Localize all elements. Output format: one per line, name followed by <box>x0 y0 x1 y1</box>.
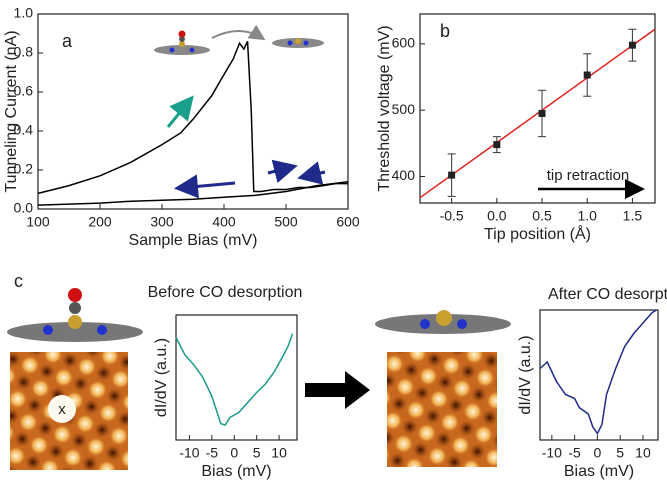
x-axis-label: Bias (mV) <box>201 463 271 480</box>
y-tick-label: 1.0 <box>14 5 34 21</box>
x-tick-label: 10 <box>271 445 287 461</box>
stm-hotspot <box>48 395 76 423</box>
data-point <box>448 171 456 179</box>
x-tick-label: 500 <box>274 214 298 230</box>
x-tick-label: 0 <box>230 445 238 461</box>
annotation: x <box>58 401 66 418</box>
annotation: tip retraction <box>547 167 630 184</box>
big-arrow <box>305 371 370 409</box>
x-tick-label: 5 <box>616 445 624 461</box>
y-tick-label: 500 <box>392 101 416 117</box>
x-axis-label: Tip position (Å) <box>484 224 591 243</box>
sweep-arrow <box>267 159 298 184</box>
x-tick-label: 1.0 <box>577 208 597 224</box>
transition-arrow <box>211 24 266 41</box>
data-point <box>628 41 636 49</box>
panel-label: b <box>440 21 450 41</box>
y-axis-label: Threshold voltage (mV) <box>376 25 393 191</box>
data-point <box>538 109 546 117</box>
y-tick-label: 0.6 <box>14 83 34 99</box>
y-tick-label: 0.4 <box>14 122 34 138</box>
data-line <box>175 333 294 426</box>
plot-frame <box>419 13 656 204</box>
molecule-with-co <box>154 30 210 55</box>
data-line <box>37 40 348 195</box>
x-tick-label: 1.5 <box>623 208 643 224</box>
x-tick-label: 600 <box>336 214 360 230</box>
data-line <box>37 180 349 206</box>
x-tick-label: -5 <box>568 445 581 461</box>
plot-frame <box>539 309 659 441</box>
stm-image <box>387 352 497 467</box>
x-tick-label: -5 <box>206 445 219 461</box>
y-tick-label: 600 <box>392 35 416 51</box>
x-tick-label: 0.0 <box>487 208 507 224</box>
x-tick-label: 200 <box>88 214 112 230</box>
molecule <box>375 310 511 334</box>
x-tick-label: 0.5 <box>532 208 552 224</box>
x-tick-label: 10 <box>635 445 651 461</box>
sweep-arrow <box>297 161 326 185</box>
y-axis-label: dI/dV (a.u.) <box>153 338 170 417</box>
sweep-arrow <box>166 95 194 128</box>
y-axis-label: Tunneling Current (nA) <box>3 30 20 192</box>
panel-label: c <box>14 271 23 291</box>
x-tick-label: 100 <box>26 214 50 230</box>
y-tick-label: 0.8 <box>14 44 34 60</box>
molecule <box>272 38 324 48</box>
x-tick-label: 5 <box>253 445 261 461</box>
data-line <box>539 309 658 435</box>
molecule-with-co <box>7 288 143 342</box>
x-tick-label: 300 <box>150 214 174 230</box>
x-tick-label: -0.5 <box>440 208 464 224</box>
fit-line <box>419 28 656 199</box>
panel-title: Before CO desorption <box>148 284 303 301</box>
sweep-arrow <box>174 174 236 199</box>
x-axis-label: Sample Bias (mV) <box>129 232 258 249</box>
x-tick-label: 400 <box>212 214 236 230</box>
x-axis-label: Bias (mV) <box>564 463 634 480</box>
x-tick-label: -10 <box>179 445 199 461</box>
y-tick-label: 0.0 <box>14 200 34 216</box>
y-tick-label: 0.2 <box>14 161 34 177</box>
data-point <box>493 141 501 149</box>
x-tick-label: 0 <box>594 445 602 461</box>
plot-frame <box>175 314 298 441</box>
panel-title: After CO desorption <box>548 286 667 303</box>
plot-frame <box>37 13 349 210</box>
x-tick-label: -10 <box>542 445 562 461</box>
y-axis-label: dI/dV (a.u.) <box>517 335 534 414</box>
y-tick-label: 400 <box>392 167 416 183</box>
panel-label: a <box>62 31 73 51</box>
data-point <box>583 71 591 79</box>
